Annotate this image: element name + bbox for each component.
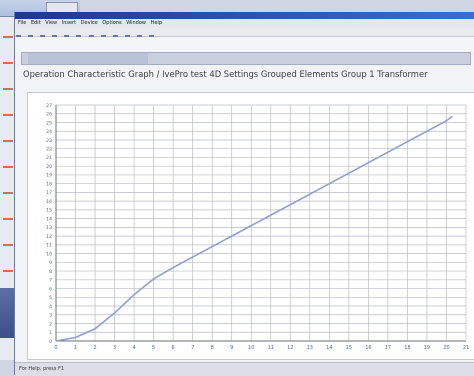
y-tick-label: 10 [46, 251, 52, 257]
y-tick-label: 21 [46, 155, 52, 161]
y-tick-label: 25 [46, 120, 52, 126]
menu-options[interactable]: Options [102, 20, 122, 26]
background-list-marker [3, 114, 13, 116]
y-tick-label: 16 [46, 199, 52, 205]
x-tick-label: 21 [463, 345, 469, 351]
x-tick-label: 15 [346, 345, 352, 351]
background-list-marker [3, 192, 13, 194]
background-list-marker [3, 36, 13, 38]
title-bar[interactable] [15, 12, 474, 19]
background-list-marker [3, 270, 13, 272]
x-tick-label: 3 [113, 345, 116, 351]
y-tick-label: 5 [49, 295, 52, 301]
menu-help[interactable]: Help [150, 20, 162, 26]
y-tick-label: 18 [46, 181, 52, 187]
menu-file[interactable]: File [18, 20, 27, 26]
x-tick-label: 8 [211, 345, 214, 351]
y-tick-label: 13 [46, 225, 52, 231]
y-tick-label: 4 [49, 304, 52, 310]
menu-insert[interactable]: Insert [61, 20, 77, 26]
x-tick-label: 5 [152, 345, 155, 351]
chart-area: 0 1 2 3 4 5 6 7 8 9 10 11 12 13 14 15 16 17 18 19 20 21 0 1 2 3 4 5… [27, 92, 474, 360]
y-tick-label: 12 [46, 234, 52, 240]
background-list-marker [3, 88, 13, 90]
x-tick-label: 11 [268, 345, 274, 351]
x-tick-label: 9 [230, 345, 233, 351]
y-tick-label: 7 [49, 278, 52, 284]
y-tick-label: 15 [46, 208, 52, 214]
y-tick-label: 6 [49, 286, 52, 292]
y-tick-label: 19 [46, 173, 52, 179]
x-tick-label: 19 [424, 345, 430, 351]
background-list-marker [3, 244, 13, 246]
status-bar: For Help, press F1 [15, 362, 474, 376]
y-tick-label: 22 [46, 147, 52, 153]
y-tick-label: 17 [46, 190, 52, 196]
menu-device[interactable]: Device [80, 20, 98, 26]
y-tick-label: 14 [46, 216, 52, 222]
background-list-marker [3, 62, 13, 64]
status-text: For Help, press F1 [19, 366, 65, 372]
x-tick-label: 20 [443, 345, 449, 351]
x-tick-label: 4 [133, 345, 136, 351]
background-list-marker [3, 218, 13, 220]
x-tick-label: 0 [54, 345, 57, 351]
y-tick-label: 1 [49, 330, 52, 336]
x-tick-label: 6 [172, 345, 175, 351]
y-tick-label: 26 [46, 112, 52, 118]
document-tab[interactable] [28, 53, 148, 64]
x-tick-label: 10 [248, 345, 254, 351]
x-tick-label: 1 [74, 345, 77, 351]
x-tick-label: 12 [287, 345, 293, 351]
document-tab-bar [21, 52, 471, 65]
x-tick-label: 16 [365, 345, 371, 351]
background-list-marker [3, 140, 13, 142]
content-header-area [15, 37, 474, 52]
y-tick-label: 3 [49, 313, 52, 319]
y-tick-label: 8 [49, 269, 52, 275]
y-tick-label: 0 [49, 339, 52, 345]
y-tick-label: 24 [46, 129, 52, 135]
y-tick-label: 23 [46, 138, 52, 144]
background-list-marker [3, 166, 13, 168]
chart-title: Operation Characteristic Graph / IvePro … [23, 69, 428, 79]
menu-window[interactable]: Window [126, 20, 146, 26]
y-tick-label: 11 [46, 243, 52, 249]
menu-bar: File Edit View Insert Device Options Win… [15, 19, 474, 27]
menu-edit[interactable]: Edit [30, 20, 41, 26]
x-tick-label: 2 [93, 345, 96, 351]
x-tick-label: 14 [326, 345, 332, 351]
y-tick-label: 9 [49, 260, 52, 266]
y-tick-label: 2 [49, 321, 52, 327]
menu-view[interactable]: View [45, 20, 58, 26]
y-tick-label: 20 [46, 164, 52, 170]
series-line [55, 115, 453, 342]
x-tick-label: 13 [307, 345, 313, 351]
x-tick-label: 18 [404, 345, 410, 351]
chart-svg: 0 1 2 3 4 5 6 7 8 9 10 11 12 13 14 15 16 17 18 19 20 21012345… [46, 103, 469, 351]
x-tick-label: 7 [191, 345, 194, 351]
main-window: File Edit View Insert Device Options Win… [14, 12, 474, 376]
y-tick-label: 27 [46, 103, 52, 109]
toolbar [15, 27, 474, 40]
x-tick-label: 17 [385, 345, 391, 351]
